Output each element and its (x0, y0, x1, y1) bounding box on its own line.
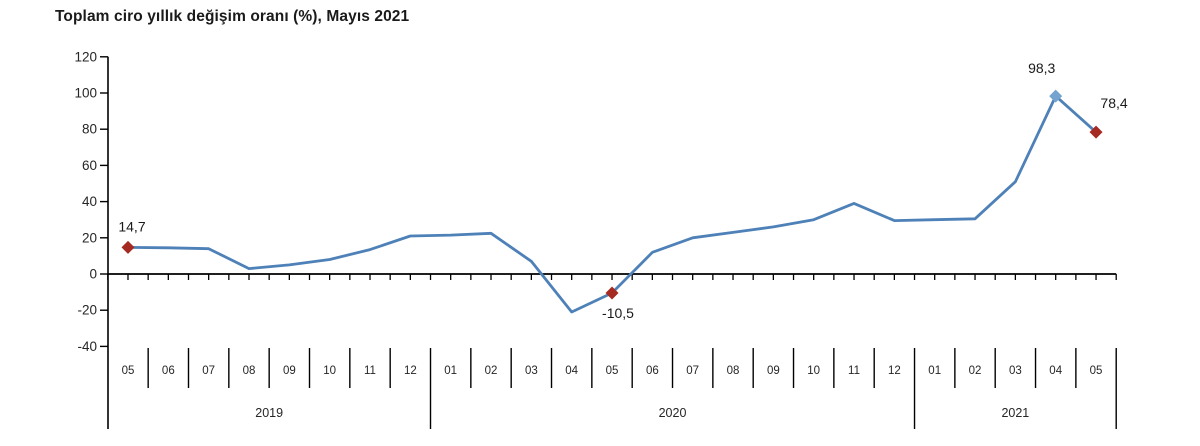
month-label: 05 (122, 365, 135, 377)
y-axis-tick-label: 0 (89, 267, 97, 282)
data-point-label: 78,4 (1100, 95, 1127, 111)
month-label: 02 (485, 365, 498, 377)
month-label: 10 (323, 365, 336, 377)
month-label: 07 (686, 365, 699, 377)
month-label: 06 (646, 365, 659, 377)
y-axis-tick-label: 20 (82, 230, 97, 245)
month-label: 02 (969, 365, 982, 377)
month-label: 01 (444, 365, 457, 377)
month-label: 07 (202, 365, 215, 377)
data-point-marker-red (121, 240, 135, 254)
data-point-label: 14,7 (118, 218, 145, 234)
month-label: 03 (525, 365, 538, 377)
month-label: 04 (1049, 365, 1062, 377)
month-label: 11 (848, 365, 860, 377)
month-label: 05 (606, 365, 619, 377)
month-label: 10 (807, 365, 820, 377)
month-label: 08 (243, 365, 256, 377)
data-point-marker-red (1089, 125, 1103, 139)
y-axis-tick-label: 80 (82, 122, 97, 137)
month-label: 12 (404, 365, 417, 377)
month-label: 09 (283, 365, 296, 377)
month-label: 01 (928, 365, 941, 377)
chart-title: Toplam ciro yıllık değişim oranı (%), Ma… (55, 8, 410, 25)
y-axis-tick-label: 120 (74, 49, 97, 64)
data-point-label: -10,5 (602, 305, 634, 321)
month-label: 05 (1090, 365, 1103, 377)
month-label: 03 (1009, 365, 1022, 377)
month-label: 12 (888, 365, 901, 377)
month-label: 06 (162, 365, 175, 377)
y-axis-tick-label: 60 (82, 158, 97, 173)
y-axis-tick-label: 100 (74, 86, 97, 101)
month-label: 08 (727, 365, 740, 377)
y-axis-tick-label: -20 (77, 303, 97, 318)
year-label: 2021 (1001, 406, 1029, 420)
y-axis-tick-label: -40 (77, 339, 97, 354)
month-label: 04 (565, 365, 578, 377)
year-label: 2019 (255, 406, 283, 420)
data-point-label: 98,3 (1028, 60, 1055, 76)
y-axis-tick-label: 40 (82, 194, 97, 209)
month-label: 09 (767, 365, 780, 377)
data-point-marker-blue (1049, 89, 1063, 103)
month-label: 11 (364, 365, 376, 377)
year-label: 2020 (659, 406, 687, 420)
data-point-marker-red (605, 286, 619, 300)
